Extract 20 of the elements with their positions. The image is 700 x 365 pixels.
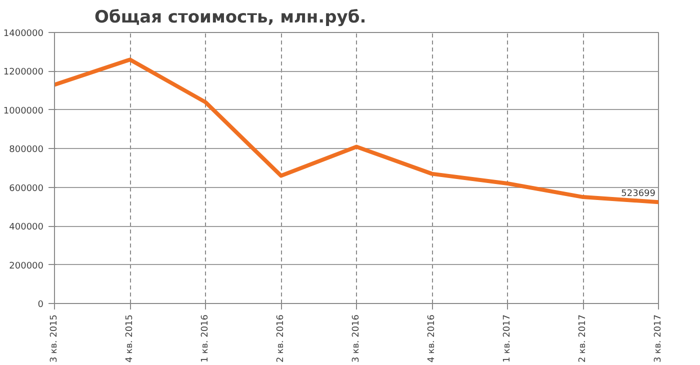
data-label: 523699 — [621, 189, 656, 200]
y-tick-label: 600000 — [9, 184, 44, 194]
line-series — [54, 58, 658, 204]
y-tick-label: 400000 — [9, 222, 44, 233]
y-tick-label: 1200000 — [3, 68, 44, 78]
x-tick-label: 3 кв. 2016 — [352, 314, 362, 362]
x-tick-label: 2 кв. 2016 — [276, 314, 286, 362]
y-tick-label: 0 — [38, 300, 44, 310]
x-tick-label: 1 кв. 2016 — [200, 314, 210, 362]
y-tick-label: 1400000 — [3, 29, 44, 39]
x-tick-label: 4 кв. 2015 — [125, 314, 135, 362]
chart-title: Общая стоимость, млн.руб. — [94, 8, 366, 28]
x-tick-label: 3 кв. 2017 — [654, 314, 664, 362]
x-tick-label: 3 кв. 2015 — [50, 314, 60, 362]
y-tick-label: 1000000 — [3, 106, 44, 116]
x-tick-label: 4 кв. 2016 — [427, 314, 437, 362]
x-tick-label: 1 кв. 2017 — [502, 314, 512, 362]
y-tick-label: 800000 — [9, 145, 44, 156]
y-tick-label: 200000 — [9, 261, 44, 272]
x-tick-label: 2 кв. 2017 — [578, 314, 588, 362]
